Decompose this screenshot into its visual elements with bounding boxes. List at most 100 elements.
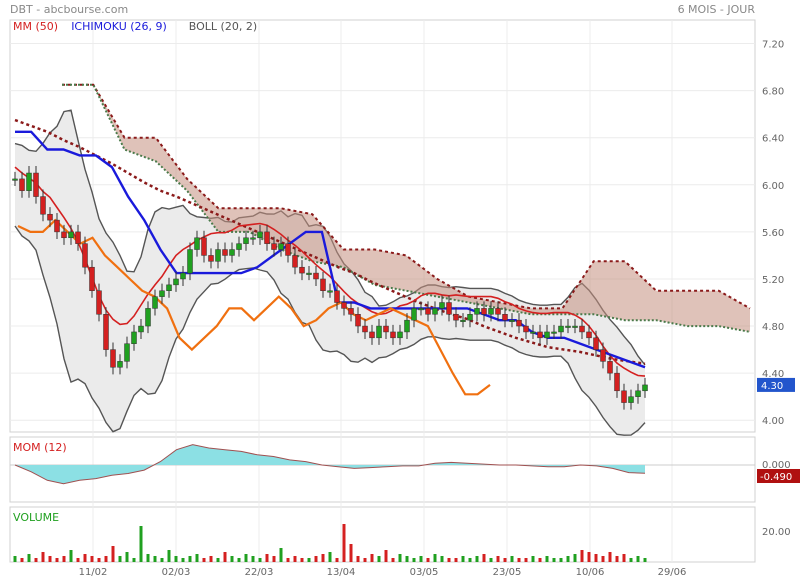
ichimoku-span-a xyxy=(62,83,751,310)
candle-body xyxy=(173,278,179,286)
x-tick-label: 02/03 xyxy=(162,567,191,578)
price-tick-label: 6.40 xyxy=(762,134,784,145)
volume-bar xyxy=(153,556,157,562)
volume-bar xyxy=(594,554,598,562)
volume-bar xyxy=(391,558,395,562)
candle-body xyxy=(558,325,564,333)
candle-body xyxy=(488,308,494,315)
volume-bar xyxy=(342,524,346,562)
x-tick-label: 11/02 xyxy=(79,567,108,578)
volume-bar xyxy=(286,558,290,562)
candle-body xyxy=(313,272,319,280)
volume-bar xyxy=(62,556,66,562)
candle-body xyxy=(327,290,333,293)
candle-body xyxy=(243,237,249,244)
candle-body xyxy=(201,237,207,256)
volume-bar xyxy=(328,552,332,562)
price-tick-label: 6.00 xyxy=(762,181,784,192)
volume-bar xyxy=(41,552,45,562)
price-tick-label: 5.20 xyxy=(762,275,784,286)
candle-body xyxy=(145,308,151,327)
volume-bar xyxy=(146,554,150,562)
candle-body xyxy=(264,231,270,244)
volume-panel-frame xyxy=(9,506,756,563)
volume-bar xyxy=(510,556,514,562)
candle-body xyxy=(355,314,361,327)
candle-body xyxy=(474,308,480,315)
volume-bar xyxy=(125,552,129,562)
volume-bar xyxy=(636,556,640,562)
volume-bar xyxy=(622,554,626,562)
volume-bar xyxy=(580,550,584,562)
candle-body xyxy=(222,249,228,256)
candle-body xyxy=(390,331,396,339)
volume-bar xyxy=(573,554,577,562)
candle-body xyxy=(495,308,501,315)
volume-bar xyxy=(454,558,458,562)
candle-body xyxy=(460,319,466,322)
candle-body xyxy=(82,243,88,268)
volume-bar xyxy=(55,558,59,562)
candle-body xyxy=(635,390,641,397)
candle-body xyxy=(481,308,487,315)
volume-bar xyxy=(279,548,283,562)
candle-body xyxy=(285,243,291,256)
candle-body xyxy=(19,178,25,191)
price-tick-label: 5.60 xyxy=(762,228,784,239)
candle-body xyxy=(47,213,53,221)
chart-title: DBT - abcbourse.com xyxy=(10,3,129,16)
candle-body xyxy=(271,243,277,250)
candle-body xyxy=(257,231,263,239)
volume-bar xyxy=(538,558,542,562)
volume-bar xyxy=(202,558,206,562)
volume-bar xyxy=(426,558,430,562)
price-tick-label: 4.00 xyxy=(762,416,784,427)
bollinger-lower-line xyxy=(14,225,646,436)
volume-bar xyxy=(517,558,521,562)
legend-item: MM (50) xyxy=(13,20,58,33)
momentum-panel-frame xyxy=(9,436,756,503)
candle-body xyxy=(89,266,95,291)
candle-body xyxy=(607,361,613,374)
volume-bar xyxy=(34,558,38,562)
momentum-area xyxy=(15,444,645,484)
volume-bar xyxy=(188,556,192,562)
legend-item: BOLL (20, 2) xyxy=(189,20,257,33)
candle-body xyxy=(12,178,18,181)
volume-bar xyxy=(412,558,416,562)
chart-header: DBT - abcbourse.com 6 MOIS - JOUR xyxy=(0,0,800,18)
volume-bar xyxy=(524,558,528,562)
volume-bar xyxy=(251,556,255,562)
candle-body xyxy=(502,314,508,321)
candle-body xyxy=(96,290,102,315)
price-tick-label: 4.40 xyxy=(762,369,784,380)
candle-body xyxy=(166,284,172,291)
volume-bar xyxy=(104,556,108,562)
volume-tick-label: 20.00 xyxy=(762,527,791,538)
volume-bar xyxy=(293,556,297,562)
candle-body xyxy=(187,249,193,274)
volume-bar xyxy=(475,556,479,562)
volume-bar xyxy=(552,558,556,562)
momentum-value-label: -0.490 xyxy=(760,472,792,483)
candle-body xyxy=(537,331,543,339)
momentum-title: MOM (12) xyxy=(13,441,67,454)
candle-body xyxy=(103,314,109,350)
x-tick-label: 10/06 xyxy=(576,567,605,578)
volume-bar xyxy=(167,550,171,562)
volume-bar xyxy=(300,558,304,562)
volume-bar xyxy=(216,558,220,562)
candle-body xyxy=(453,314,459,321)
candle-body xyxy=(117,361,123,368)
candle-body xyxy=(516,319,522,327)
volume-bar xyxy=(20,558,24,562)
candle-body xyxy=(425,308,431,315)
volume-bar xyxy=(195,554,199,562)
volume-bar xyxy=(335,558,339,562)
momentum-value-badge xyxy=(757,469,800,483)
ichimoku-cloud xyxy=(62,84,750,332)
candle-body xyxy=(26,172,32,191)
candle-body xyxy=(68,231,74,239)
volume-bar xyxy=(139,526,143,562)
volume-bar xyxy=(111,546,115,562)
